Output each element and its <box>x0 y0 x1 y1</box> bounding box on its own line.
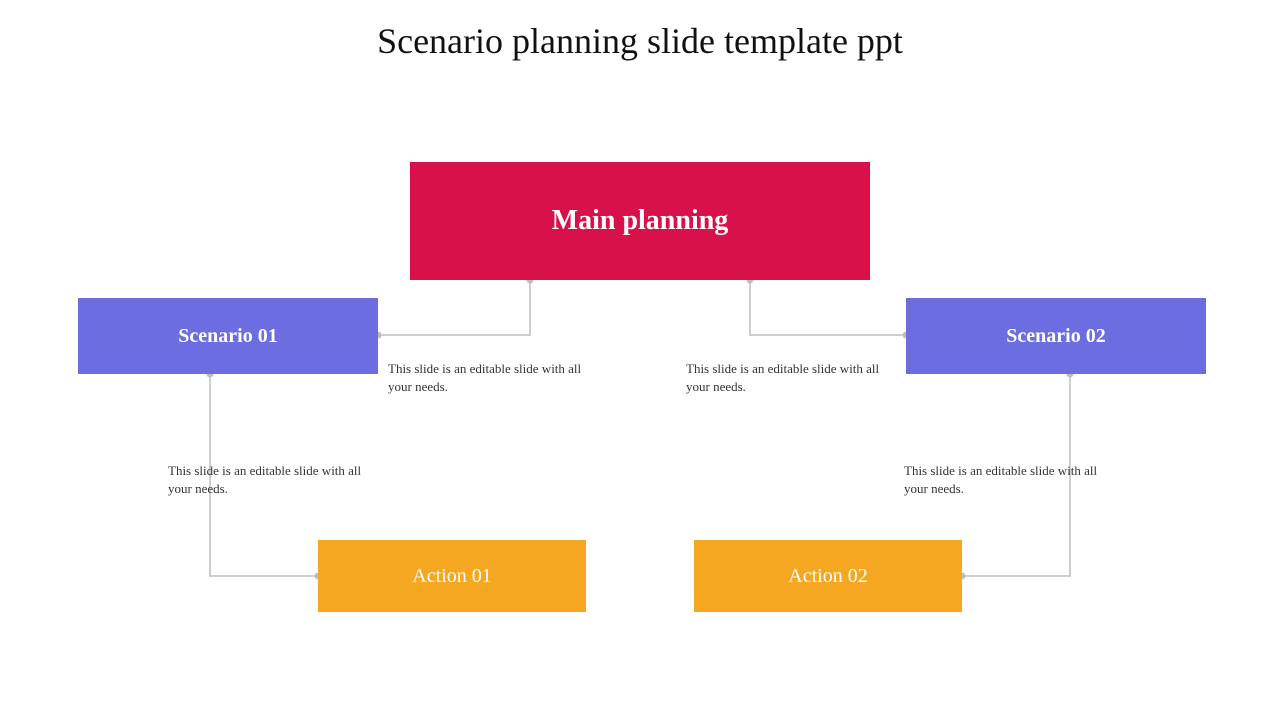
main-planning-box: Main planning <box>410 162 870 280</box>
slide-canvas: Scenario planning slide template ppt Mai… <box>0 0 1280 720</box>
main-planning-label: Main planning <box>552 205 729 237</box>
scenario-2-box: Scenario 02 <box>906 298 1206 374</box>
description-1: This slide is an editable slide with all… <box>388 360 598 395</box>
description-4: This slide is an editable slide with all… <box>904 462 1114 497</box>
action-2-box: Action 02 <box>694 540 962 612</box>
action-2-label: Action 02 <box>788 565 867 588</box>
scenario-2-label: Scenario 02 <box>1006 325 1105 348</box>
action-1-label: Action 01 <box>412 565 491 588</box>
action-1-box: Action 01 <box>318 540 586 612</box>
description-2: This slide is an editable slide with all… <box>686 360 896 395</box>
slide-title: Scenario planning slide template ppt <box>0 20 1280 62</box>
scenario-1-box: Scenario 01 <box>78 298 378 374</box>
scenario-1-label: Scenario 01 <box>178 325 277 348</box>
description-3: This slide is an editable slide with all… <box>168 462 378 497</box>
